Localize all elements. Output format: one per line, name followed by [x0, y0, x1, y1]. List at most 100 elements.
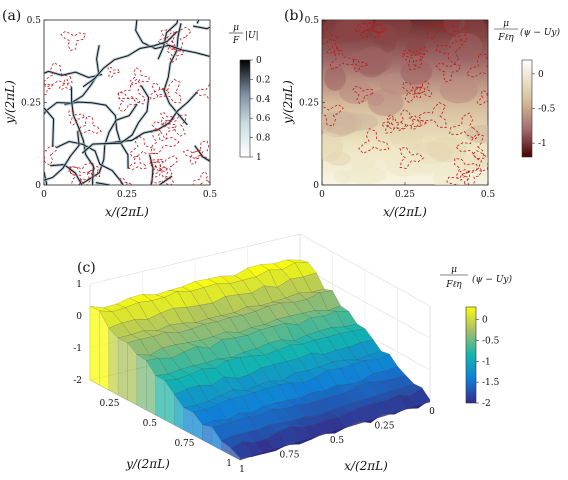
x-tick-label: 0	[429, 407, 435, 417]
contour-loop	[417, 102, 447, 128]
contour-loop	[192, 171, 210, 185]
contour-loop	[329, 47, 355, 70]
contour-loop	[44, 83, 54, 95]
contour-loop	[150, 166, 175, 185]
contour-loop	[410, 115, 427, 130]
z-tick-label: -2	[73, 376, 82, 386]
panel-c-colorbar	[465, 306, 477, 404]
surface-side	[417, 399, 431, 409]
panel-a-contours	[44, 26, 210, 185]
panel-a-colorbar-ticks: 1 0.8 0.6 0.4 0.2 0	[250, 56, 271, 163]
cb-tick-label: -0.5	[538, 105, 556, 115]
cb-tick-label: -1	[482, 357, 491, 367]
velocity-streak	[70, 86, 95, 185]
velocity-streak	[50, 164, 83, 185]
contour-loop	[446, 171, 471, 185]
panel-c-cb-bottom: Fℓη	[445, 280, 462, 290]
contour-loop	[400, 51, 426, 71]
x-tick-label: 0.25	[395, 190, 415, 200]
plateau-blob	[350, 150, 376, 173]
plateau-blob	[355, 46, 388, 78]
cb-tick-label: -1	[538, 139, 547, 149]
z-tick-label: -1	[73, 344, 82, 354]
contour-loop	[194, 83, 210, 102]
panel-c-xlabel: x/(2πL)	[344, 459, 388, 473]
contour-loop	[435, 62, 462, 83]
contour-loop	[119, 176, 132, 185]
x-tick-label: 0.5	[330, 436, 345, 446]
contour-loop	[127, 155, 148, 171]
velocity-streak	[44, 131, 80, 181]
velocity-streak	[44, 45, 100, 116]
contour-loop	[68, 161, 95, 185]
surface-side	[117, 337, 128, 401]
panel-a: (a) 0 0.25 0.5 0 0.25 0.5 x/(2πL) y/(2πL) μ F…	[2, 8, 271, 219]
contour-loop	[150, 128, 180, 155]
surface-side	[108, 327, 119, 396]
contour-loop	[358, 128, 390, 154]
panel-b-cb-right: (ψ − Uy)	[520, 27, 561, 38]
x-tick-label: 0.5	[481, 190, 496, 200]
x-tick-label: 1	[239, 465, 245, 475]
velocity-streak	[56, 140, 124, 185]
contour-loop	[425, 20, 451, 40]
cb-tick-label: 0.2	[256, 75, 270, 85]
y-tick-label: 0.75	[174, 439, 194, 449]
panel-a-velocity-field	[44, 20, 210, 185]
plateau-blob	[400, 59, 433, 85]
panel-b-cb-bottom: Fℓη	[497, 33, 514, 43]
plateau-blob	[448, 32, 483, 62]
plateau-blob	[390, 142, 409, 160]
plateau-blob	[367, 88, 404, 117]
contour-loop	[107, 66, 121, 79]
contour-loop	[449, 112, 480, 140]
velocity-streak	[194, 145, 210, 162]
panel-c-surface	[89, 259, 431, 461]
cb-tick-label: -1.5	[482, 378, 500, 388]
contour-loop	[151, 120, 177, 142]
panel-a-ticks: 0 0.25 0.5 0 0.25 0.5	[21, 16, 217, 200]
panel-c-ylabel: y/(2πL)	[125, 457, 170, 471]
y-tick-label: 0	[313, 181, 319, 191]
panel-a-colorbar	[239, 59, 251, 158]
contour-loop	[69, 166, 95, 185]
cb-tick-label: 0	[538, 70, 544, 80]
plateau-blob	[427, 136, 468, 163]
plateau-blob	[439, 76, 478, 104]
contour-loop	[148, 158, 164, 173]
contour-loop	[450, 26, 469, 43]
contour-loop	[402, 81, 426, 104]
plateau-blob	[370, 24, 399, 46]
contour-loop	[160, 112, 175, 125]
plateau-blob	[407, 37, 427, 56]
plateau-blob	[326, 151, 351, 166]
z-tick-label: 1	[76, 280, 82, 290]
contour-loop	[476, 89, 488, 106]
plateau-blob	[465, 124, 488, 144]
y-tick-label: 0.25	[21, 99, 41, 109]
velocity-streak	[163, 23, 188, 126]
cb-tick-label: 0	[482, 316, 488, 326]
y-tick-label: 0	[35, 181, 41, 191]
panel-b-plateaus	[322, 20, 488, 185]
y-tick-label: 0.25	[99, 399, 119, 409]
z-tick-label: 0	[76, 312, 82, 322]
surface-side	[155, 375, 166, 421]
cb-tick-label: 0.8	[256, 134, 271, 144]
contour-loop	[359, 22, 381, 39]
x-tick-label: 0.25	[117, 190, 137, 200]
panel-a-label: (a)	[2, 8, 21, 24]
panel-a-ylabel: y/(2πL)	[3, 80, 17, 125]
contour-loop	[44, 144, 58, 166]
cb-tick-label: 0.6	[256, 114, 271, 124]
contour-loop	[117, 78, 146, 105]
surface-side	[89, 306, 100, 386]
plateau-blob	[322, 111, 363, 135]
x-tick-label: 0.5	[203, 190, 218, 200]
contour-loop	[354, 20, 385, 35]
contour-loop	[129, 135, 156, 159]
contour-loop	[152, 160, 168, 175]
panel-c-colorbar-ticks: 0 -0.5 -1 -1.5 -2	[476, 316, 500, 409]
panel-b-colorbar-ticks: 0 -0.5 -1	[532, 70, 556, 149]
